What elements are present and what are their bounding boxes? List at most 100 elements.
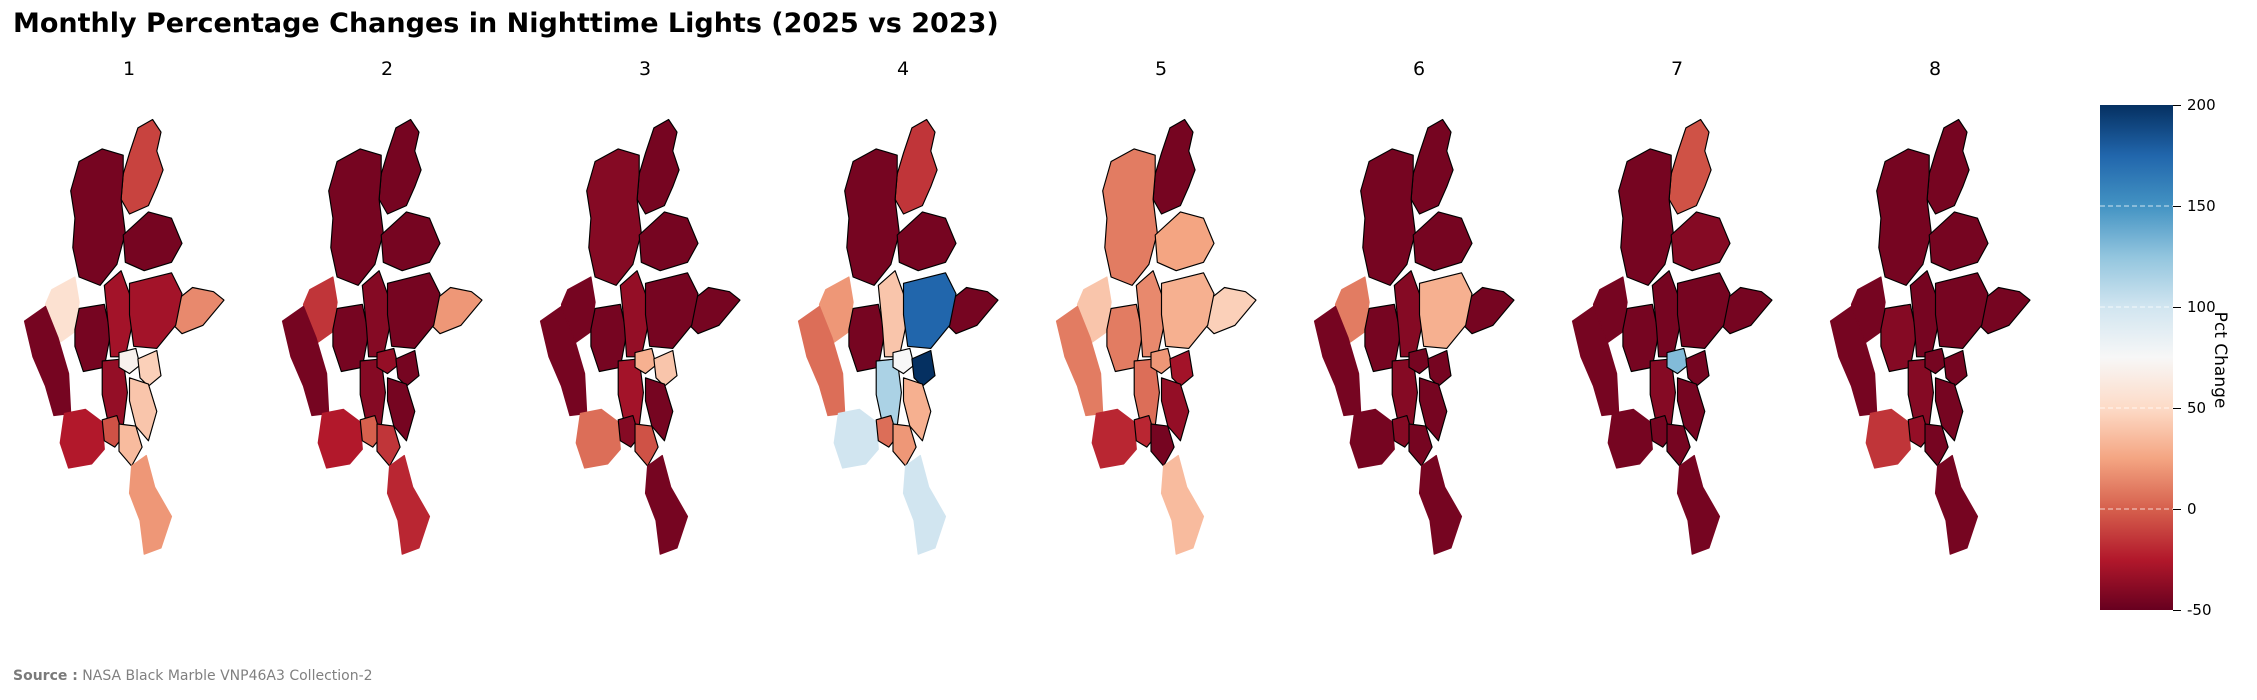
panel-label: 6 [1412, 58, 1426, 80]
map-panel: 3 [516, 58, 774, 618]
region-mandalay [619, 270, 649, 358]
region-ayeyarwady [317, 408, 363, 469]
region-kayin [902, 377, 932, 442]
map-panel: 6 [1290, 58, 1548, 618]
region-tanintharyi [644, 454, 689, 555]
region-mandalay [877, 270, 907, 358]
colorbar-tick-mark [2173, 509, 2181, 510]
region-sagaing [1360, 148, 1416, 286]
region-shan_s [1934, 272, 1989, 349]
region-kayin [1160, 377, 1190, 442]
region-kayin [386, 377, 416, 442]
region-magway [590, 303, 628, 373]
region-mon [1150, 423, 1175, 467]
colorbar-tick-mark [2173, 610, 2181, 611]
myanmar-map [1313, 118, 1515, 555]
myanmar-map [1571, 118, 1773, 555]
region-kachin [636, 118, 680, 215]
region-shan_s [128, 272, 183, 349]
region-mandalay [1135, 270, 1165, 358]
region-mon [118, 423, 143, 467]
region-sagaing [844, 148, 900, 286]
map-panel: 1 [0, 58, 258, 618]
myanmar-map [1055, 118, 1257, 555]
region-shan_s [1418, 272, 1473, 349]
region-kayah [1427, 349, 1452, 387]
myanmar-map [797, 118, 999, 555]
region-shan_n [1412, 211, 1473, 272]
region-kachin [120, 118, 164, 215]
colorbar-tick-label: 100 [2187, 298, 2216, 316]
region-sagaing [328, 148, 384, 286]
region-kayah [1943, 349, 1968, 387]
region-ayeyarwady [833, 408, 879, 469]
panel-label: 4 [896, 58, 910, 80]
region-ayeyarwady [1091, 408, 1137, 469]
region-naypyitaw [376, 347, 399, 375]
map-panel: 5 [1032, 58, 1290, 618]
region-sagaing [1876, 148, 1932, 286]
region-mandalay [1393, 270, 1423, 358]
region-kayah [1169, 349, 1194, 387]
panel-label: 2 [380, 58, 394, 80]
region-ayeyarwady [1865, 408, 1911, 469]
panel-label: 1 [122, 58, 136, 80]
panel-label: 3 [638, 58, 652, 80]
region-magway [1622, 303, 1660, 373]
region-tanintharyi [1676, 454, 1721, 555]
colorbar-tick-mark [2173, 105, 2181, 106]
region-tanintharyi [902, 454, 947, 555]
region-kachin [1410, 118, 1454, 215]
colorbar-tick-label: 0 [2187, 500, 2197, 518]
region-mandalay [1909, 270, 1939, 358]
region-kachin [1926, 118, 1970, 215]
myanmar-map [1829, 118, 2031, 555]
region-magway [1364, 303, 1402, 373]
map-panel: 2 [258, 58, 516, 618]
colorbar [2100, 105, 2173, 610]
region-mandalay [1651, 270, 1681, 358]
region-sagaing [70, 148, 126, 286]
region-shan_s [1160, 272, 1215, 349]
region-kachin [1668, 118, 1712, 215]
colorbar-tick-mark [2173, 206, 2181, 207]
region-shan_s [386, 272, 441, 349]
map-panel: 8 [1806, 58, 2064, 618]
region-ayeyarwady [1349, 408, 1395, 469]
colorbar-title: Pct Change [2210, 311, 2230, 409]
panel-label: 8 [1928, 58, 1942, 80]
region-kayah [137, 349, 162, 387]
colorbar-tick-label: 50 [2187, 399, 2207, 417]
region-magway [74, 303, 112, 373]
region-shan_s [902, 272, 957, 349]
region-ayeyarwady [575, 408, 621, 469]
region-kachin [1152, 118, 1196, 215]
myanmar-map [23, 118, 225, 555]
region-tanintharyi [386, 454, 431, 555]
region-kayin [644, 377, 674, 442]
panel-label: 5 [1154, 58, 1168, 80]
region-mon [892, 423, 917, 467]
colorbar-tick-label: 150 [2187, 197, 2216, 215]
region-sagaing [1618, 148, 1674, 286]
region-naypyitaw [634, 347, 657, 375]
map-panel: 7 [1548, 58, 1806, 618]
colorbar-tick-label: 200 [2187, 96, 2216, 114]
region-mon [376, 423, 401, 467]
region-naypyitaw [118, 347, 141, 375]
region-sagaing [1102, 148, 1158, 286]
colorbar-tick-mark [2173, 307, 2181, 308]
region-tanintharyi [128, 454, 173, 555]
region-mandalay [103, 270, 133, 358]
source-text: NASA Black Marble VNP46A3 Collection-2 [82, 668, 373, 684]
myanmar-map [281, 118, 483, 555]
region-naypyitaw [1408, 347, 1431, 375]
region-shan_n [1154, 211, 1215, 272]
region-shan_n [380, 211, 441, 272]
chart-title: Monthly Percentage Changes in Nighttime … [13, 8, 999, 39]
region-kayin [128, 377, 158, 442]
region-kayah [395, 349, 420, 387]
region-tanintharyi [1934, 454, 1979, 555]
map-panel: 4 [774, 58, 1032, 618]
panel-label: 7 [1670, 58, 1684, 80]
